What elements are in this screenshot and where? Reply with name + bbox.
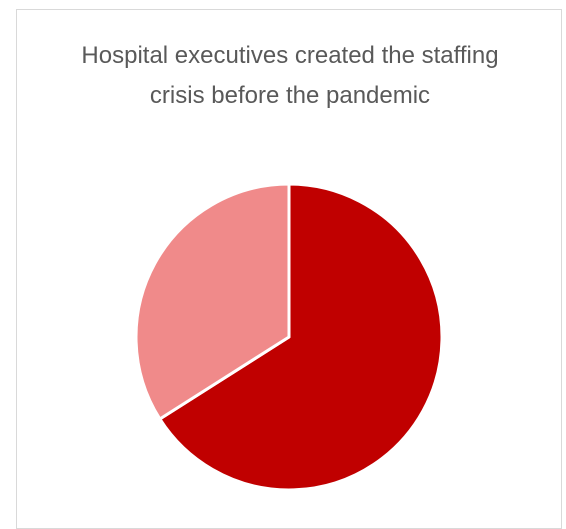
pie-slices [134, 182, 444, 492]
pie-chart [134, 182, 444, 492]
pie-slice-1 [158, 182, 444, 492]
chart-title: Hospital executives created the staffing… [81, 42, 499, 109]
pie-slice-2 [134, 182, 291, 421]
